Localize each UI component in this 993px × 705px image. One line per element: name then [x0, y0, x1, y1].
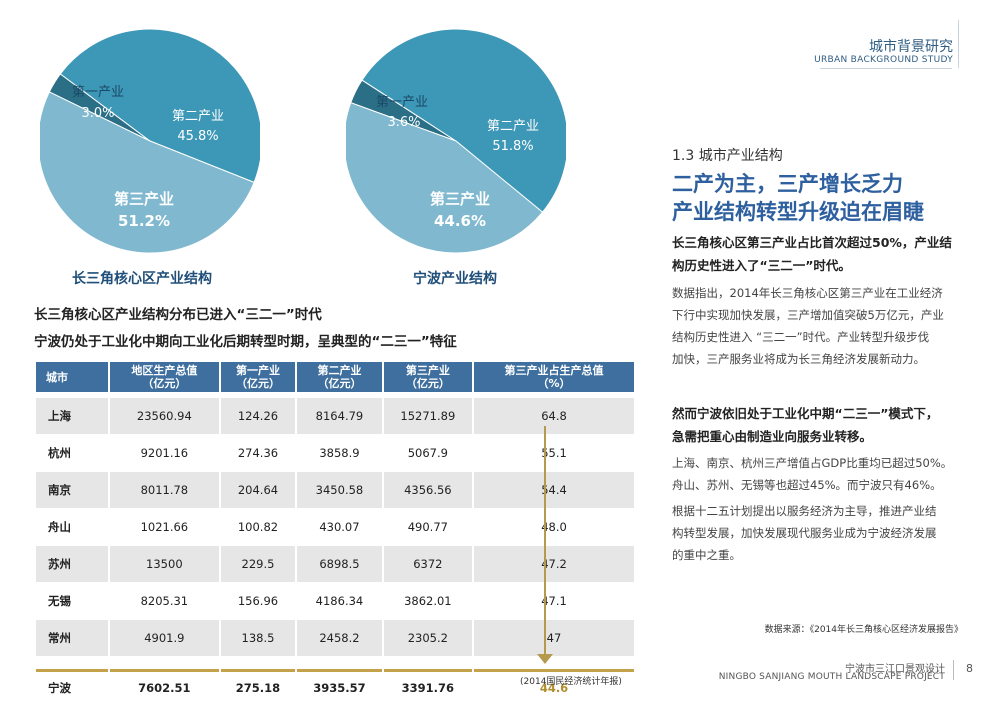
table-row: 苏州 13500 229.5 6898.5 6372 47.2 — [36, 546, 634, 583]
pie-slice-3 — [40, 91, 255, 254]
pie-chart-ningbo: 第一产业 3.6% 第二产业 51.8% 第三产业 44.6% — [346, 28, 566, 254]
col-header-tertiary-share: 第三产业占生产总值 （%） — [474, 362, 634, 392]
pie-nb-label-primary: 第一产业 — [376, 95, 428, 110]
trend-arrow-head — [537, 654, 553, 664]
ningbo-tertiary-share: 44.6 — [474, 669, 634, 705]
pie-yrd-caption: 长三角核心区产业结构 — [72, 271, 212, 287]
page-number: 8 — [966, 662, 973, 675]
pie-ningbo-caption: 宁波产业结构 — [413, 271, 497, 287]
pie-slice-2 — [59, 28, 260, 184]
table-row: 南京 8011.78 204.64 3450.58 4356.56 54.4 — [36, 472, 634, 509]
table-header-row: 城市 地区生产总值 （亿元） 第一产业 （亿元） 第二产业 （亿元） 第三产业 （亿元）… — [36, 362, 634, 392]
table-row: 舟山 1021.66 100.82 430.07 490.77 48.0 — [36, 509, 634, 546]
table-row: 常州 4901.9 138.5 2458.2 2305.2 47 — [36, 620, 634, 657]
col-header-gdp: 地区生产总值 （亿元） — [110, 362, 219, 392]
section-title: 城市背景研究 — [869, 39, 953, 55]
statement-line-2: 宁波仍处于工业化中期向工业化后期转型时期，呈典型的“二三一”特征 — [34, 334, 457, 350]
bold-paragraph-2: 然而宁波依旧处于工业化中期“二三一”模式下， 急需把重心由制造业向服务业转移。 — [672, 406, 939, 444]
pie-chart-yrd: 第一产业 3.0% 第二产业 45.8% 第三产业 51.2% — [40, 28, 260, 254]
col-header-secondary: 第二产业 （亿元） — [297, 362, 382, 392]
section-subtitle: URBAN BACKGROUND STUDY — [814, 55, 953, 65]
pie-nb-value-tertiary: 44.6% — [434, 212, 486, 230]
header-rule — [820, 68, 952, 69]
pie-yrd-label-tertiary: 第三产业 — [114, 190, 174, 208]
headline: 二产为主，三产增长乏力 产业结构转型升级迫在眉睫 — [672, 170, 924, 226]
table-row-ningbo: 宁波 7602.51 275.18 3935.57 3391.76 44.6 — [36, 669, 634, 705]
project-name-cn: 宁波市三江口景观设计 — [845, 664, 945, 675]
headline-line-1: 二产为主，三产增长乏力 — [672, 172, 903, 196]
col-header-tertiary: 第三产业 （亿元） — [383, 362, 472, 392]
pie-yrd-value-primary: 3.0% — [81, 106, 114, 121]
data-source: 数据来源：《2014年长三角核心区经济发展报告》 — [764, 625, 963, 635]
headline-line-2: 产业结构转型升级迫在眉睫 — [672, 200, 924, 224]
pie-yrd-value-secondary: 45.8% — [177, 129, 218, 144]
industry-table: 城市 地区生产总值 （亿元） 第一产业 （亿元） 第二产业 （亿元） 第三产业 （亿元）… — [34, 362, 636, 705]
subsection-heading: 1.3 城市产业结构 — [672, 148, 783, 164]
statement-line-1: 长三角核心区产业结构分布已进入“三二一”时代 — [34, 307, 322, 323]
col-header-primary: 第一产业 （亿元） — [220, 362, 296, 392]
bold-paragraph-1: 长三角核心区第三产业占比首次超过50%，产业结 构历史性进入了“三二一”时代。 — [672, 235, 952, 273]
header-divider — [958, 20, 959, 68]
table-row: 无锡 8205.31 156.96 4186.34 3862.01 47.1 — [36, 583, 634, 620]
pie-yrd-label-primary: 第一产业 — [72, 85, 124, 100]
table-row: 杭州 9201.16 274.36 3858.9 5067.9 55.1 — [36, 435, 634, 472]
pie-nb-label-tertiary: 第三产业 — [430, 190, 490, 208]
trend-arrow-line — [544, 426, 546, 660]
pie-slice-2 — [361, 28, 566, 213]
table-source: (2014国民经济统计年报) — [520, 677, 622, 687]
pie-nb-value-primary: 3.6% — [387, 115, 420, 130]
pie-slice-3 — [346, 102, 544, 254]
paragraph-1: 数据指出，2014年长三角核心区第三产业在工业经济 下行中实现加快发展，三产增加… — [672, 286, 944, 366]
pie-yrd-label-secondary: 第二产业 — [172, 109, 224, 124]
pie-nb-label-secondary: 第二产业 — [487, 119, 539, 134]
pie-yrd-value-tertiary: 51.2% — [118, 212, 170, 230]
table-row: 上海 23560.94 124.26 8164.79 15271.89 64.8 — [36, 398, 634, 435]
project-name-en: NINGBO SANJIANG MOUTH LANDSCAPE PROJECT — [718, 672, 945, 682]
col-header-city: 城市 — [36, 362, 108, 392]
footer-divider — [953, 660, 954, 680]
paragraph-3: 根据十二五计划提出以服务经济为主导，推进产业结 构转型发展，加快发展现代服务业成… — [672, 504, 937, 562]
pie-nb-value-secondary: 51.8% — [492, 139, 533, 154]
paragraph-2: 上海、南京、杭州三产增值占GDP比重均已超过50%。 舟山、苏州、无锡等也超过4… — [672, 456, 953, 492]
